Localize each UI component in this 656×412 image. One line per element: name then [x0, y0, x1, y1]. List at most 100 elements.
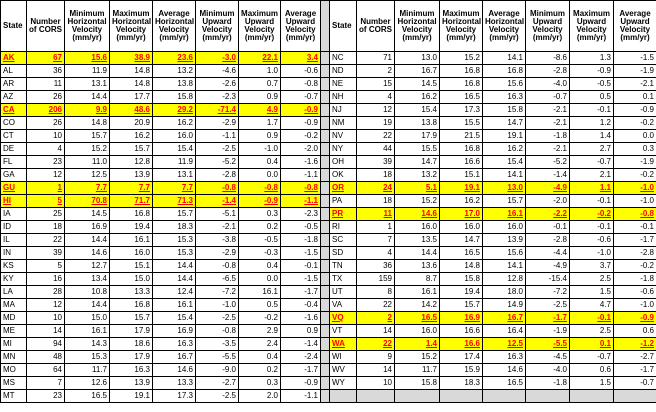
- value-cell: 0.3: [238, 376, 281, 390]
- value-cell: 15.0: [109, 272, 153, 286]
- value-cell: 1.3: [569, 51, 614, 65]
- value-cell: 23: [26, 389, 65, 403]
- state-cell: MT: [0, 389, 27, 403]
- value-cell: 0.0: [238, 168, 281, 182]
- value-cell: -1.7: [525, 311, 570, 325]
- value-cell: 16.5: [64, 389, 110, 403]
- value-cell: 16.0: [394, 220, 440, 234]
- column-separator: [320, 103, 330, 117]
- value-cell: 15.8: [152, 90, 196, 104]
- value-cell: 16.1: [238, 285, 281, 299]
- value-cell: 5: [26, 259, 65, 273]
- value-cell: 18.0: [482, 285, 526, 299]
- value-cell: 18.6: [109, 337, 153, 351]
- state-cell: OR: [329, 181, 357, 195]
- table-row: AL 36 11.9 14.8 13.2 -4.6 1.0 -0.6 ND 2 16.7 16.8 16…: [0, 64, 656, 78]
- value-cell: 14.5: [64, 207, 110, 221]
- state-cell: MD: [0, 311, 27, 325]
- value-cell: -6.5: [195, 272, 239, 286]
- value-cell: -1.7: [280, 363, 321, 377]
- value-cell: 0.4: [238, 350, 281, 364]
- value-cell: 71.3: [152, 194, 196, 208]
- value-cell: 0.1: [613, 90, 656, 104]
- value-cell: -2.7: [195, 376, 239, 390]
- value-cell: 7.7: [109, 181, 153, 195]
- value-cell: 0.4: [238, 155, 281, 169]
- value-cell: 15.7: [64, 129, 110, 143]
- column-separator: [320, 311, 330, 325]
- value-cell: 16.5: [482, 376, 526, 390]
- value-cell: [613, 389, 656, 403]
- state-cell: SD: [329, 246, 357, 260]
- value-cell: -1.4: [525, 168, 570, 182]
- value-cell: 64: [26, 363, 65, 377]
- value-cell: 29.2: [152, 103, 196, 117]
- state-cell: [329, 389, 357, 403]
- value-cell: 8.7: [394, 272, 440, 286]
- state-cell: WY: [329, 376, 357, 390]
- value-cell: -2.8: [525, 233, 570, 247]
- value-cell: -1.8: [280, 233, 321, 247]
- value-cell: 0.2: [238, 363, 281, 377]
- value-cell: 13.9: [482, 233, 526, 247]
- value-cell: 15.4: [394, 103, 440, 117]
- value-cell: -0.1: [525, 220, 570, 234]
- value-cell: 15.5: [439, 116, 483, 130]
- state-cell: WV: [329, 363, 357, 377]
- value-cell: 15.2: [64, 142, 110, 156]
- value-cell: 0.4: [238, 259, 281, 273]
- table-row: CO 26 14.8 20.9 16.2 -2.9 1.7 -0.9 NM 19 13.8 15.5 1…: [0, 116, 656, 130]
- value-cell: 15.7: [109, 311, 153, 325]
- value-cell: -2.1: [525, 103, 570, 117]
- value-cell: 17.3: [439, 103, 483, 117]
- value-cell: 15.2: [394, 350, 440, 364]
- value-cell: 15.4: [152, 142, 196, 156]
- value-cell: 2.4: [238, 337, 281, 351]
- state-cell: VT: [329, 324, 357, 338]
- value-cell: 1.4: [569, 129, 614, 143]
- value-cell: 5: [26, 194, 65, 208]
- state-cell: FL: [0, 155, 27, 169]
- state-cell: RI: [329, 220, 357, 234]
- value-cell: 16.1: [482, 207, 526, 221]
- value-cell: 13.9: [109, 168, 153, 182]
- value-cell: 22: [356, 298, 395, 312]
- value-cell: 0.3: [238, 207, 281, 221]
- value-cell: -1.1: [280, 194, 321, 208]
- value-cell: 15.3: [64, 350, 110, 364]
- value-cell: 1.5: [569, 285, 614, 299]
- value-cell: 13.0: [394, 51, 440, 65]
- value-cell: 15.8: [439, 272, 483, 286]
- value-cell: 16.5: [439, 246, 483, 260]
- value-cell: 13.4: [64, 272, 110, 286]
- column-separator: [320, 51, 330, 65]
- value-cell: -1.7: [613, 363, 656, 377]
- value-cell: 2.5: [569, 272, 614, 286]
- value-cell: -0.2: [238, 311, 281, 325]
- state-cell: VQ: [329, 311, 357, 325]
- value-cell: 16.0: [439, 220, 483, 234]
- value-cell: 26: [26, 90, 65, 104]
- column-separator: [320, 259, 330, 273]
- value-cell: 4: [356, 246, 395, 260]
- value-cell: -0.8: [195, 259, 239, 273]
- value-cell: -0.1: [569, 103, 614, 117]
- state-cell: OK: [329, 168, 357, 182]
- state-cell: MS: [0, 376, 27, 390]
- value-cell: -1.4: [195, 194, 239, 208]
- value-cell: 16.8: [109, 207, 153, 221]
- value-cell: 16.8: [439, 64, 483, 78]
- value-cell: 11.0: [64, 155, 110, 169]
- value-cell: 4.9: [238, 103, 281, 117]
- value-cell: 15.4: [482, 155, 526, 169]
- value-cell: 13.6: [394, 259, 440, 273]
- value-cell: 16: [26, 272, 65, 286]
- value-cell: 0.0: [613, 129, 656, 143]
- state-cell: IN: [0, 246, 27, 260]
- value-cell: 16.8: [109, 298, 153, 312]
- right-header-min-horizontal-velocity: Minimum Horizontal Velocity (mm/yr): [394, 0, 440, 52]
- value-cell: -2.5: [195, 389, 239, 403]
- value-cell: 16.5: [394, 311, 440, 325]
- value-cell: 2.1: [569, 168, 614, 182]
- state-cell: CO: [0, 116, 27, 130]
